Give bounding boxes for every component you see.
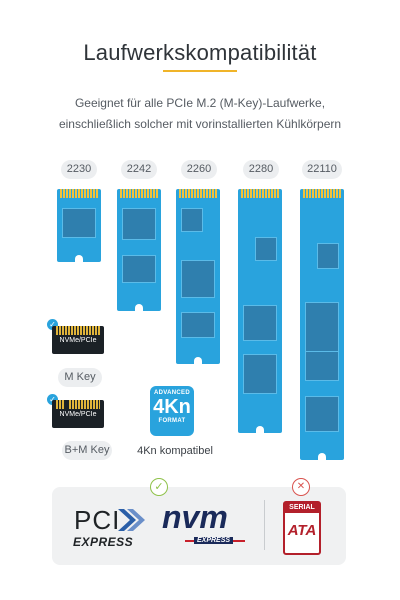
subtitle-line-2: einschließlich solcher mit vorinstallier… <box>58 117 342 131</box>
advanced-format-4kn-badge: ADVANCED 4Kn FORMAT <box>150 386 194 436</box>
serial-ata-logo: SERIAL ATA <box>283 501 321 555</box>
size-tag-2280: 2280 <box>243 160 279 179</box>
ssd-2242 <box>117 189 161 312</box>
supported-check-icon: ✓ <box>150 478 168 496</box>
size-tag-2260: 2260 <box>181 160 217 179</box>
ssd-2260 <box>176 189 220 365</box>
bm-key-connector: NVMe/PCIe <box>52 400 104 428</box>
nvm-express-logo-nvm: nvm <box>162 499 228 535</box>
ssd-2230 <box>57 189 101 263</box>
size-tag-2230: 2230 <box>61 160 97 179</box>
m-key-connector-label: NVMe/PCIe <box>59 337 97 344</box>
serial-ata-logo-ata: ATA <box>287 522 317 539</box>
ssd-22110 <box>300 189 344 461</box>
subtitle-line-1: Geeignet für alle PCIe M.2 (M-Key)-Laufw… <box>74 96 326 110</box>
panel-divider <box>264 500 265 550</box>
unsupported-x-icon: ✕ <box>292 478 310 496</box>
ssd-2280 <box>238 189 282 434</box>
badge-bottom-text: FORMAT <box>158 418 186 424</box>
pci-express-logo-express: EXPRESS <box>73 535 134 549</box>
nvm-express-logo-express: EXPRESS <box>194 537 234 544</box>
badge-top-text: ADVANCED <box>154 390 190 396</box>
m-key-check-icon: ✓ <box>47 319 58 330</box>
4kn-compatible-label: 4Kn kompatibel <box>137 445 213 457</box>
size-tag-2242: 2242 <box>121 160 157 179</box>
m-key-label: M Key <box>58 368 102 387</box>
pci-express-logo-pci: PCI <box>74 505 121 535</box>
m-key-connector: NVMe/PCIe <box>52 326 104 354</box>
bm-key-label: B+M Key <box>62 441 112 460</box>
serial-ata-logo-serial: SERIAL <box>285 503 319 513</box>
bm-key-connector-label: NVMe/PCIe <box>59 411 97 418</box>
size-tag-22110: 22110 <box>302 160 342 179</box>
pci-express-arrows-icon <box>118 509 145 531</box>
page-title: Laufwerkskompatibilität <box>83 40 317 65</box>
badge-main-text: 4Kn <box>153 396 191 418</box>
title-underline <box>163 70 237 72</box>
bm-key-check-icon: ✓ <box>47 394 58 405</box>
